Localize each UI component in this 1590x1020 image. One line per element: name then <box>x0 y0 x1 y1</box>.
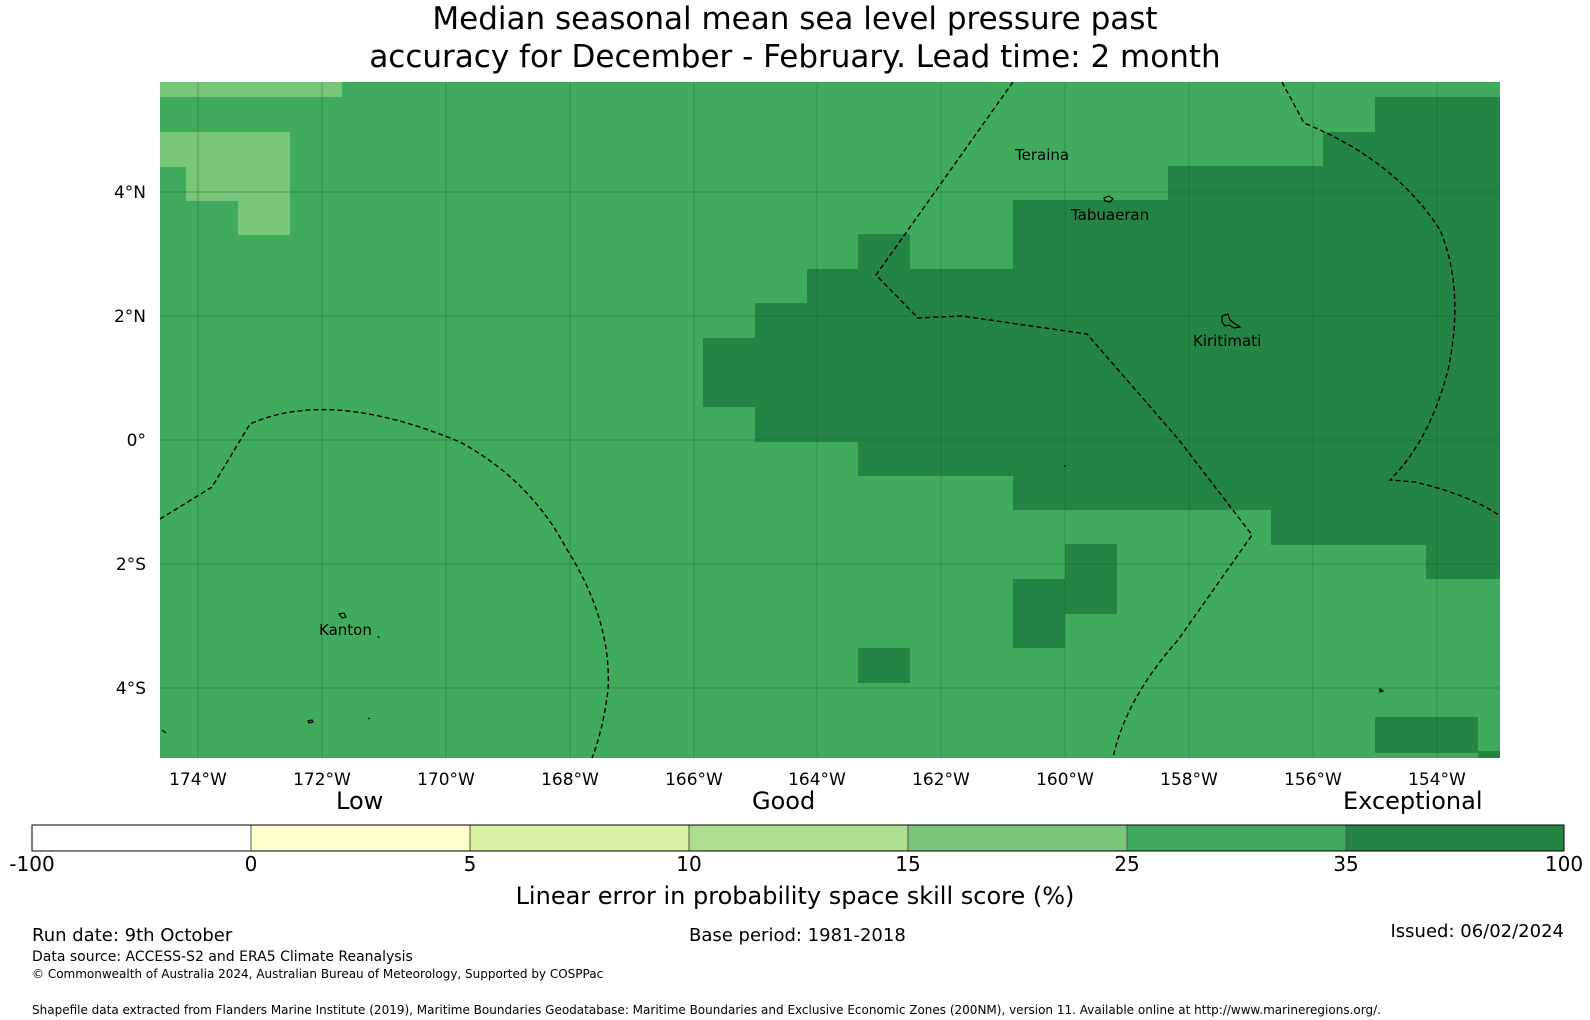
lon-label: 172°W <box>293 770 351 790</box>
colorbar-segment <box>251 825 470 851</box>
chart-title: Median seasonal mean sea level pressure … <box>0 0 1590 76</box>
eez-kanton <box>159 408 610 759</box>
longitude-labels: 174°W 172°W 170°W 168°W 166°W 164°W 162°… <box>169 770 1466 790</box>
title-line-1: Median seasonal mean sea level pressure … <box>432 1 1158 37</box>
colorbar-segment <box>1127 825 1346 851</box>
colorbar-segment <box>908 825 1127 851</box>
kiritimati-island <box>1221 313 1242 329</box>
graticule <box>160 82 1500 758</box>
latitude-labels: 4°N 2°N 0° 2°S 4°S <box>114 183 146 699</box>
shapefile-credit: Shapefile data extracted from Flanders M… <box>32 1003 1381 1017</box>
patches-35-100 <box>703 97 1500 758</box>
small-island-3 <box>377 635 380 639</box>
eez-line-islands <box>875 81 1253 759</box>
title-line-2: accuracy for December - February. Lead t… <box>369 39 1221 75</box>
colorbar-tick: 25 <box>1114 852 1140 876</box>
lat-label: 0° <box>127 431 146 451</box>
lon-label: 158°W <box>1160 770 1218 790</box>
lat-label: 2°N <box>114 307 146 327</box>
colorbar-category-low: Low <box>336 787 384 815</box>
patches-15-25 <box>160 82 342 235</box>
colorbar-tick: 0 <box>244 852 258 876</box>
data-source: Data source: ACCESS-S2 and ERA5 Climate … <box>32 949 413 965</box>
lon-label: 154°W <box>1408 770 1466 790</box>
eez-line-islands-upper-right <box>1281 81 1501 517</box>
lon-label: 168°W <box>541 770 599 790</box>
place-label-tabuaeran: Tabuaeran <box>1070 206 1149 224</box>
colorbar-category-good: Good <box>752 787 816 815</box>
colorbar <box>31 824 1565 852</box>
lon-label: 170°W <box>417 770 475 790</box>
lon-label: 160°W <box>1036 770 1094 790</box>
island-shapes <box>161 195 1385 734</box>
colorbar-segment <box>470 825 689 851</box>
colorbar-outline <box>31 824 1565 852</box>
run-date: Run date: 9th October <box>32 925 233 946</box>
colorbar-segment <box>32 825 251 851</box>
lon-label: 174°W <box>169 770 227 790</box>
colorbar-tick: 10 <box>676 852 702 876</box>
issued-date: Issued: 06/02/2024 <box>1390 921 1564 942</box>
colorbar-tick: 15 <box>895 852 921 876</box>
kanton-island <box>337 612 347 619</box>
copyright-notice: © Commonwealth of Australia 2024, Austra… <box>32 967 604 981</box>
tabuaeran-island <box>1103 195 1114 203</box>
lat-label: 4°N <box>114 183 146 203</box>
lon-label: 162°W <box>912 770 970 790</box>
colorbar-tick: -100 <box>9 852 55 876</box>
colorbar-label: Linear error in probability space skill … <box>515 882 1075 910</box>
place-label-kiritimati: Kiritimati <box>1193 332 1261 350</box>
colorbar-tick: 5 <box>463 852 477 876</box>
place-label-kanton: Kanton <box>319 621 372 639</box>
base-period: Base period: 1981-2018 <box>689 925 906 946</box>
eez-boundaries <box>159 81 1501 759</box>
colorbar-tick: 100 <box>1544 852 1584 876</box>
lon-label: 164°W <box>788 770 846 790</box>
small-island-2 <box>367 717 371 720</box>
small-island-1 <box>307 719 314 724</box>
lon-label: 166°W <box>665 770 723 790</box>
small-island-6 <box>161 729 167 734</box>
lat-label: 2°S <box>116 555 146 575</box>
small-island-4 <box>1379 687 1385 693</box>
colorbar-segment <box>1346 825 1564 851</box>
lat-label: 4°S <box>116 679 146 699</box>
colorbar-segment <box>689 825 908 851</box>
colorbar-tick: 35 <box>1333 852 1359 876</box>
colorbar-category-exceptional: Exceptional <box>1343 787 1483 815</box>
lon-label: 156°W <box>1284 770 1342 790</box>
place-label-teraina: Teraina <box>1014 146 1069 164</box>
